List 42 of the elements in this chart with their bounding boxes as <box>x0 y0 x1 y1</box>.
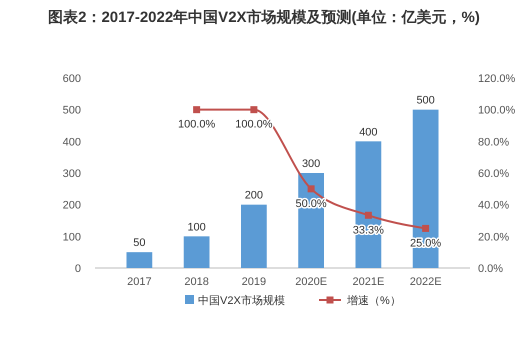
bar <box>240 204 267 268</box>
y-tick-label: 200 <box>62 200 81 212</box>
y2-tick-label: 0.0% <box>478 263 504 275</box>
legend-label: 增速（%） <box>346 294 401 307</box>
y-tick-label: 500 <box>62 104 81 117</box>
data-label: 500 <box>416 94 435 107</box>
data-label: 50 <box>133 237 146 250</box>
chart-title: 图表2：2017-2022年中国V2X市场规模及预测(单位：亿美元，%) <box>48 8 480 26</box>
y2-tick-label: 20.0% <box>478 231 510 244</box>
bar <box>184 236 210 268</box>
y2-tick-label: 100.0% <box>478 104 516 117</box>
bar <box>355 141 382 268</box>
y2-tick-label: 120.0% <box>478 73 516 85</box>
bar <box>412 110 439 268</box>
y-tick-label: 400 <box>62 136 81 148</box>
point <box>364 212 372 219</box>
y-tick-label: 100 <box>62 231 81 244</box>
y-tick-label: 0 <box>74 263 81 275</box>
data-label: 100.0% <box>178 118 216 131</box>
data-label: 300 <box>302 158 320 170</box>
data-label: 100.0% <box>235 118 273 131</box>
x-tick-label: 2022E <box>410 276 442 288</box>
bar <box>126 252 152 268</box>
point <box>308 185 315 192</box>
y2-tick-label: 60.0% <box>478 168 510 180</box>
data-label: 100 <box>187 221 206 234</box>
data-label: 200 <box>244 190 264 202</box>
y2-tick-label: 80.0% <box>478 136 510 148</box>
point <box>422 224 430 232</box>
y-tick-label: 600 <box>62 73 81 85</box>
y-tick-label: 300 <box>62 168 81 180</box>
bar <box>298 173 324 268</box>
x-tick-label: 2020E <box>295 276 328 288</box>
data-label: 400 <box>359 126 378 138</box>
point <box>193 106 200 114</box>
point <box>250 106 258 114</box>
x-tick-label: 2021E <box>352 276 384 288</box>
x-tick-label: 2017 <box>127 276 152 288</box>
y2-tick-label: 40.0% <box>478 200 510 212</box>
x-tick-label: 2019 <box>242 276 266 288</box>
x-tick-label: 2018 <box>184 276 209 288</box>
legend-label: 中国V2X市场规模 <box>198 294 285 307</box>
